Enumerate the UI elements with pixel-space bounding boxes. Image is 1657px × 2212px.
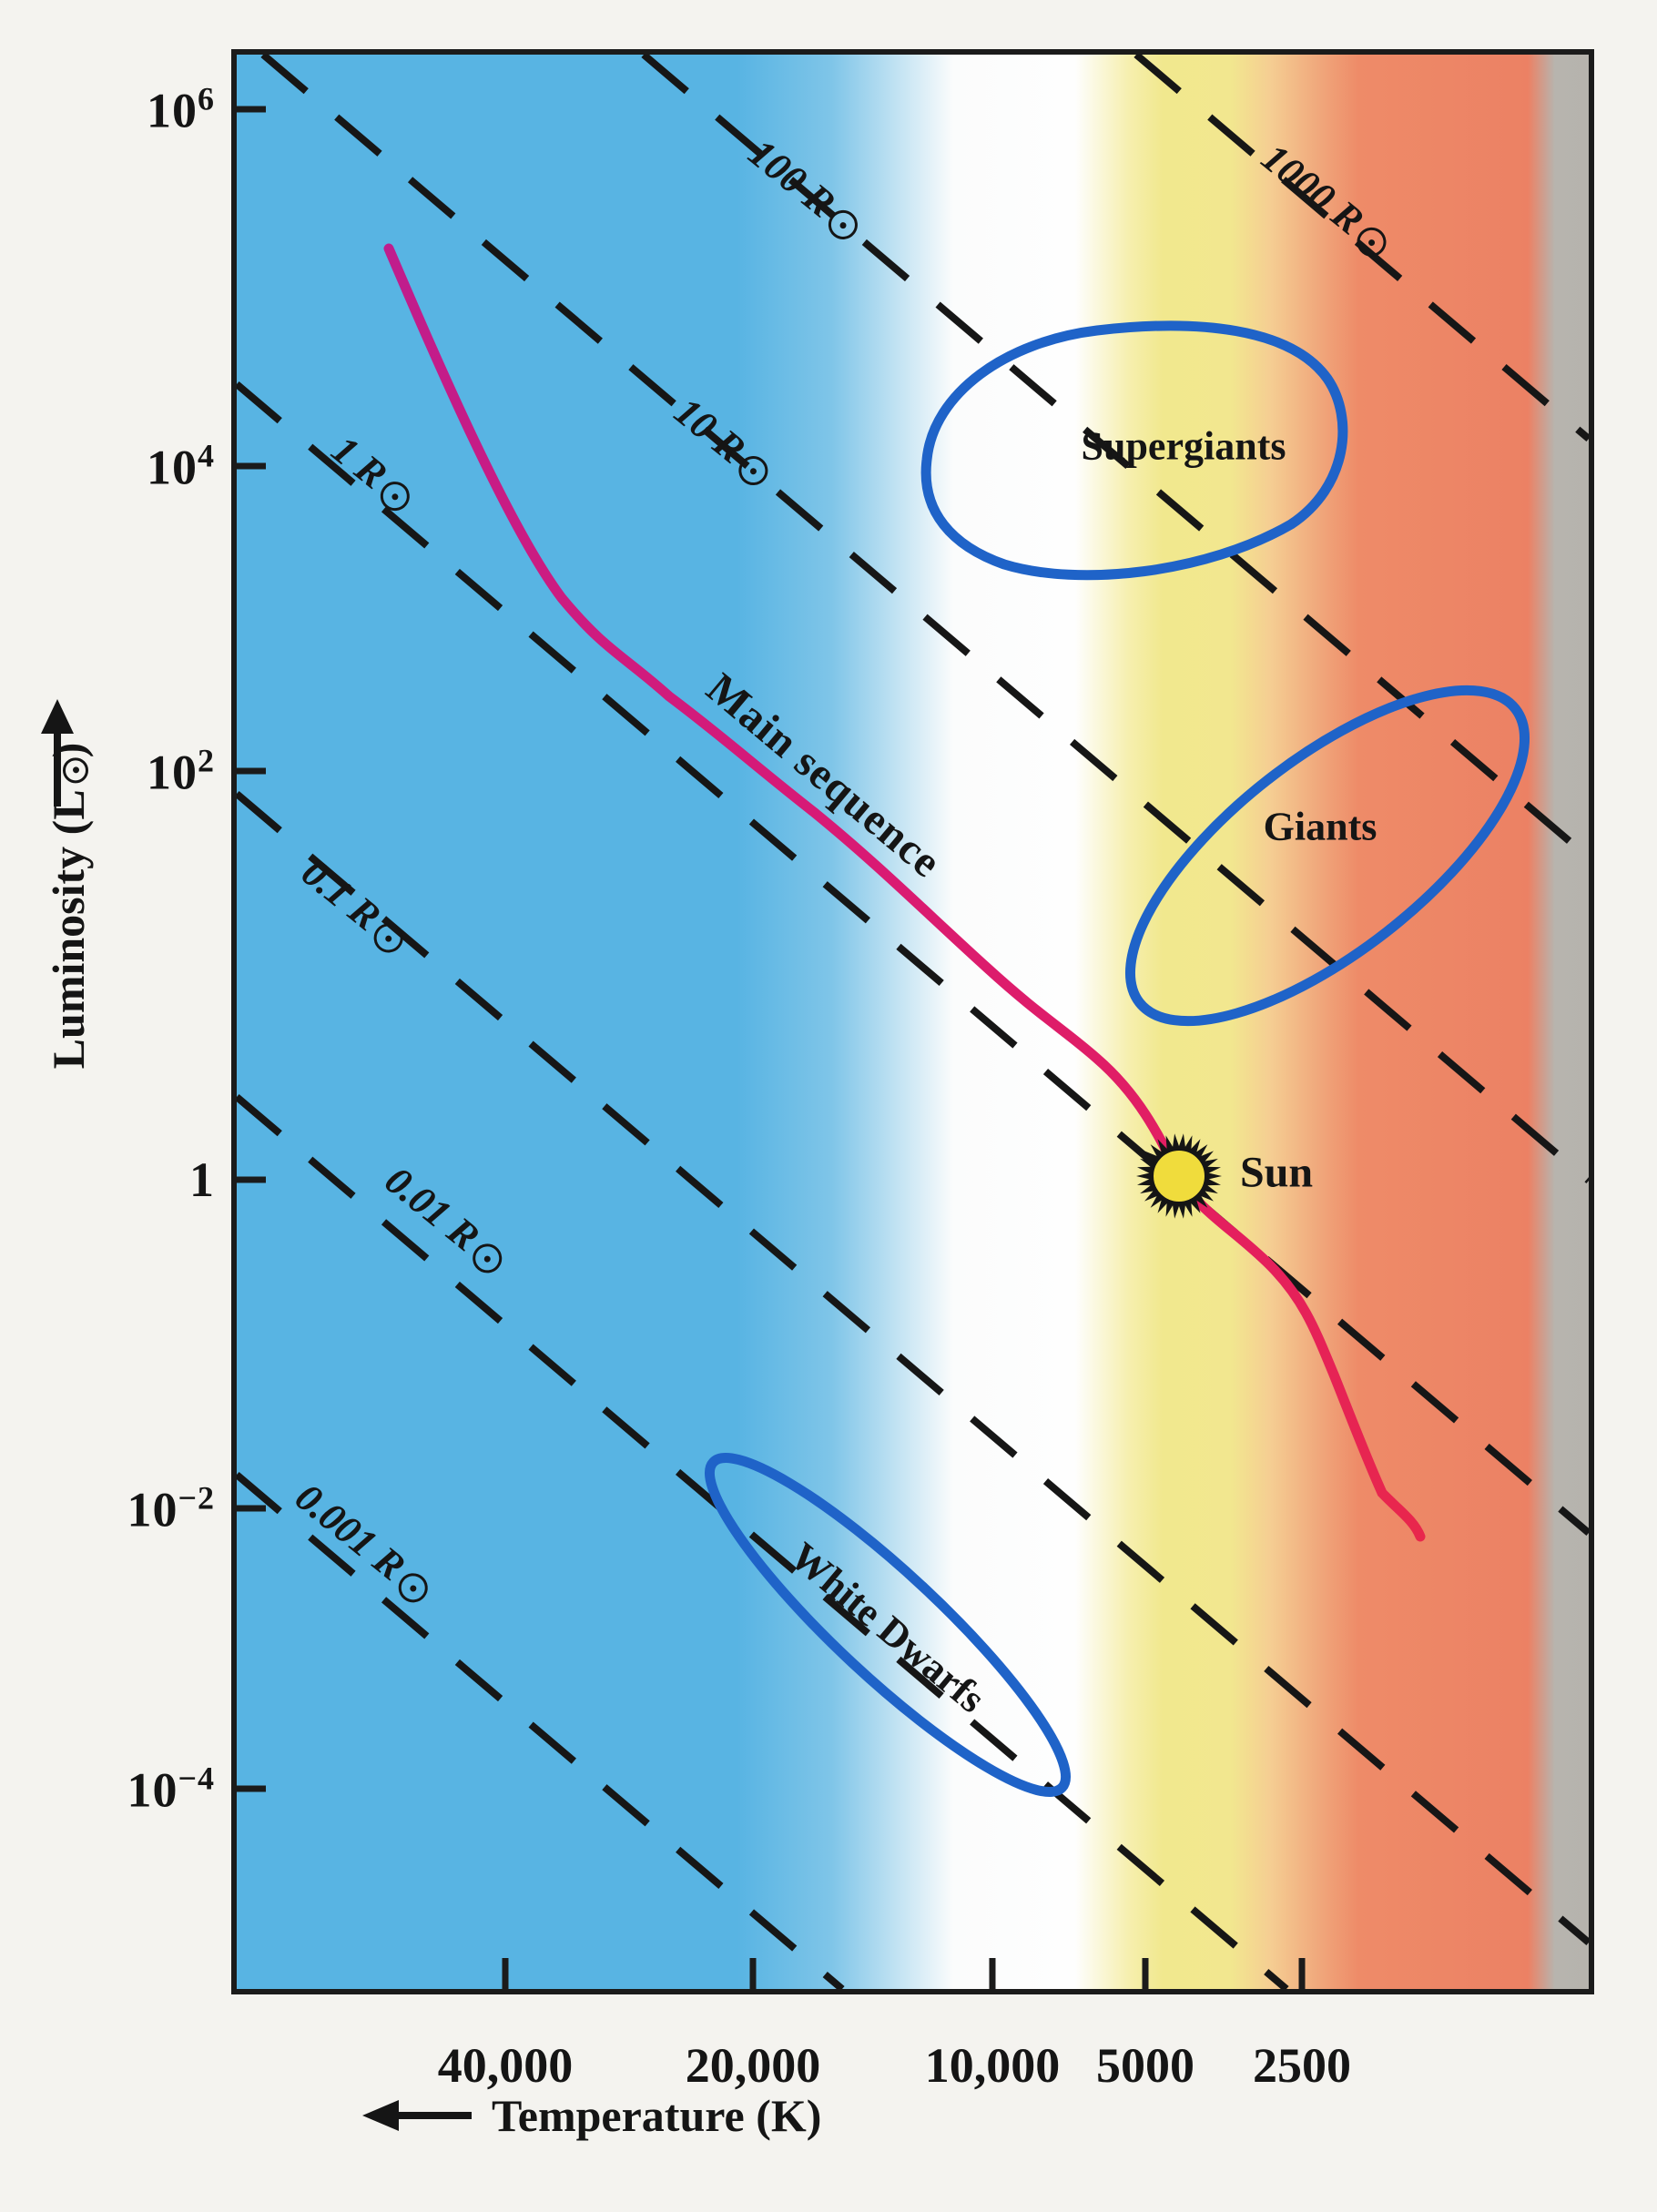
radius-line-1 — [237, 381, 1589, 1537]
x-axis-title-row: Temperature (K) — [362, 2086, 821, 2145]
up-arrow-icon — [41, 699, 74, 807]
radius-line-10 — [260, 55, 1589, 1184]
x-axis-title: Temperature (K) — [492, 2090, 822, 2141]
y-tick-label: 104 — [147, 437, 215, 495]
giants-outline — [1124, 685, 1530, 1027]
y-axis-title-text: Luminosity (L — [43, 789, 94, 1070]
white-dwarfs-outline — [704, 1453, 1072, 1797]
x-tick-label: 40,000 — [437, 2038, 574, 2093]
y-tick-label: 10−2 — [127, 1479, 215, 1537]
radius-line-0.01 — [237, 1093, 1289, 1989]
radius-line-100 — [641, 55, 1589, 861]
left-arrow-icon — [362, 2100, 472, 2131]
x-tick-label: 20,000 — [685, 2038, 821, 2093]
sun-marker — [1136, 1133, 1222, 1219]
supergiants-outline — [920, 320, 1348, 581]
plot-area — [231, 49, 1594, 1994]
x-tick-label: 10,000 — [924, 2038, 1061, 2093]
giants-label: Giants — [1263, 804, 1377, 849]
radius-line-0.1 — [237, 790, 1589, 1946]
x-tick-label: 2500 — [1253, 2038, 1351, 2093]
y-tick-label: 102 — [147, 742, 215, 800]
x-tick-label: 5000 — [1096, 2038, 1194, 2093]
supergiants-label: Supergiants — [1081, 423, 1286, 469]
radius-line-0.001 — [237, 1471, 845, 1989]
sun-label: Sun — [1240, 1148, 1314, 1197]
sun-disk-icon — [1150, 1147, 1208, 1205]
y-tick-label: 10−4 — [127, 1760, 215, 1818]
y-tick-label: 106 — [147, 80, 215, 138]
y-tick-label: 1 — [189, 1152, 215, 1207]
main-sequence-curve — [383, 243, 1426, 1542]
plot-canvas — [237, 55, 1589, 1989]
